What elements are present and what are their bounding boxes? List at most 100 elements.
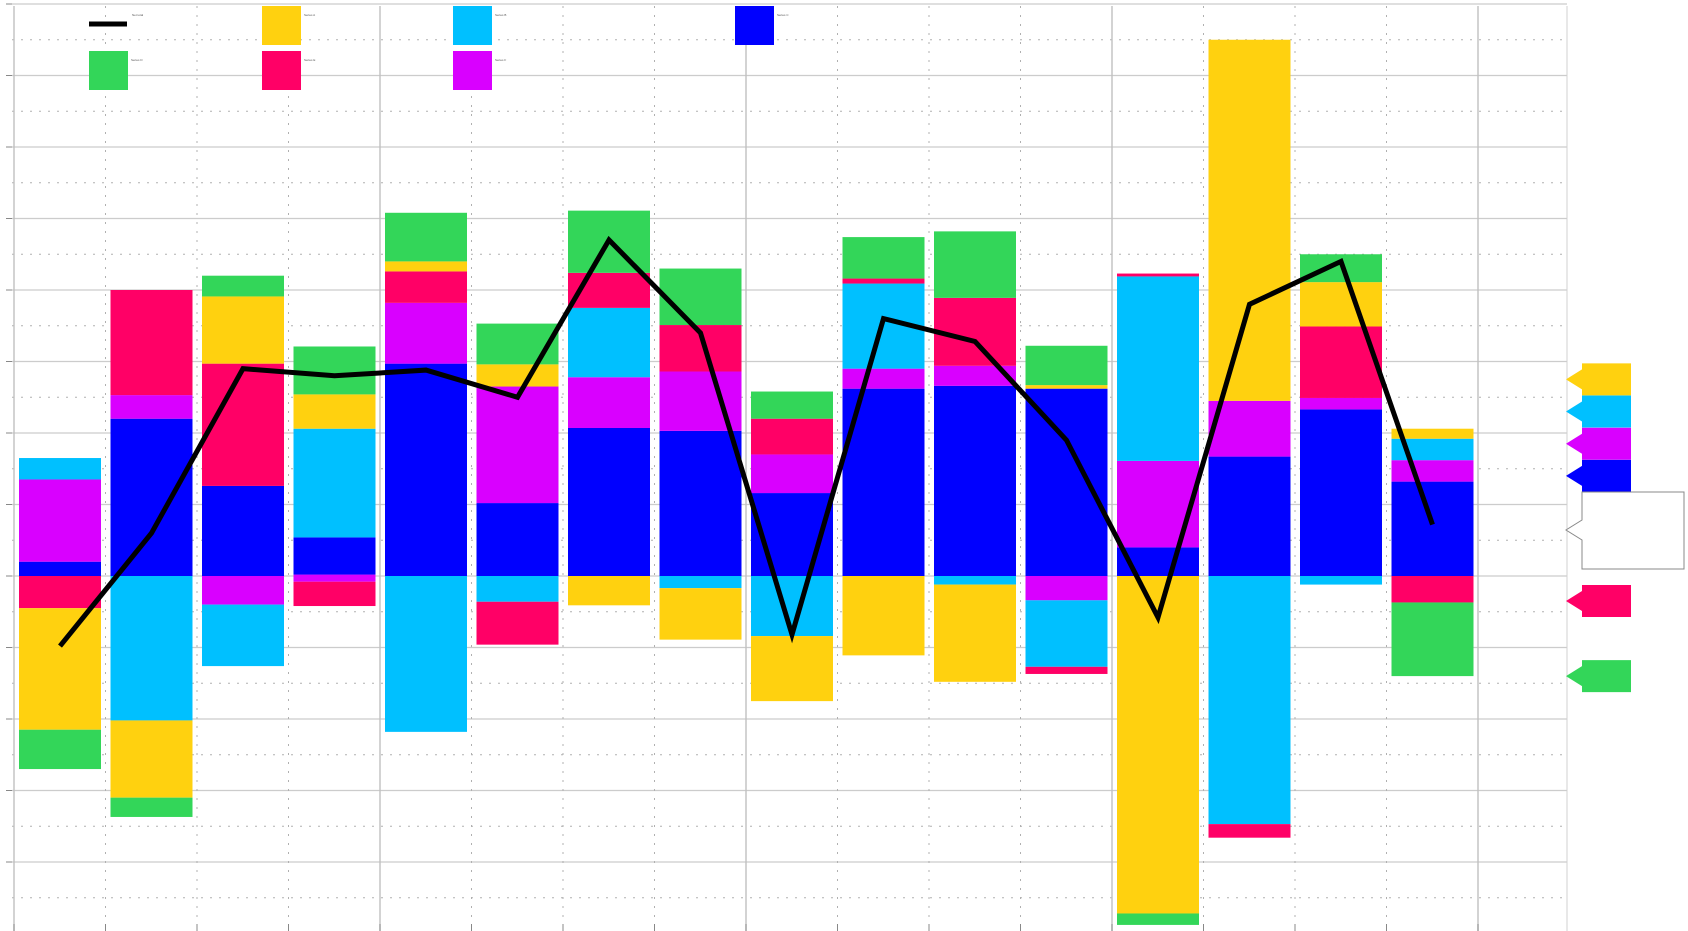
bar-segment [659, 576, 742, 589]
bar-segment [110, 418, 193, 576]
net-total-line [58, 235, 1435, 648]
bar-segment [476, 576, 559, 602]
bar-segment [19, 729, 101, 770]
bar-segment [751, 636, 833, 702]
legend-label: Net total [132, 13, 144, 17]
net-line-layer [58, 235, 1435, 648]
bar-segment [1208, 400, 1291, 457]
bar-segment [293, 581, 376, 607]
bar-segment [568, 377, 650, 428]
legend-label: Series F [495, 58, 506, 62]
bar-segment [19, 479, 101, 562]
bar-segment [1117, 913, 1199, 925]
bar-segment [385, 212, 467, 262]
bar-segment [1391, 576, 1474, 603]
bar-segment [934, 385, 1016, 576]
bar-segment [1300, 397, 1382, 410]
bar-segment [19, 608, 101, 730]
bar-segment [751, 418, 833, 455]
bar-segment [1300, 576, 1382, 585]
bar-segment [202, 275, 284, 297]
bar-segment [476, 364, 559, 387]
bar-segment [110, 290, 193, 396]
legend-label: Series B [495, 13, 506, 17]
legend-swatch [735, 6, 774, 45]
bar-segment [202, 296, 284, 364]
bar-segment [1391, 438, 1474, 461]
bar-segment [934, 584, 1016, 682]
bar-segment [568, 576, 650, 606]
bar-segment [19, 561, 101, 576]
bar-segment [1025, 385, 1108, 389]
bar-segment [476, 503, 559, 576]
bar-segment [1391, 481, 1474, 576]
bar-segment [110, 797, 193, 817]
bar-segment [293, 574, 376, 576]
bar-segment [1208, 39, 1291, 401]
bar-segment [385, 576, 467, 732]
bar-segment [293, 394, 376, 429]
legend-swatch [453, 51, 492, 90]
bar-segment [385, 302, 467, 364]
annotations [1566, 363, 1631, 693]
bar-segment [1117, 276, 1199, 461]
annotation-tag [1566, 395, 1631, 428]
bar-segment [1025, 345, 1108, 386]
bar-segment [293, 428, 376, 538]
tooltip-box [1565, 491, 1685, 570]
bar-segment [19, 576, 101, 609]
bar-segment [1025, 666, 1108, 674]
bar-segment [1025, 576, 1108, 601]
bar-segment [202, 604, 284, 667]
bar-segment [1391, 602, 1474, 677]
bar-segment [293, 576, 376, 582]
bar-segment [202, 363, 284, 486]
bar-segment [934, 297, 1016, 366]
bar-segment [202, 576, 284, 605]
bar-segment [110, 395, 193, 419]
bar-segment [659, 588, 742, 640]
bar-segment [476, 601, 559, 645]
annotation-tag [1566, 427, 1631, 460]
annotation-tag [1566, 363, 1631, 396]
bar-segment [1025, 600, 1108, 667]
bar-segment [659, 268, 742, 326]
bar-segment [1117, 576, 1199, 914]
legend-label: Series E [304, 58, 315, 62]
bar-segment [934, 365, 1016, 386]
annotation-tag [1566, 585, 1631, 618]
bar-segment [568, 427, 650, 576]
tooltip [1565, 491, 1685, 570]
bar-segment [842, 278, 925, 284]
bar-segment [1208, 824, 1291, 838]
legend-swatch [262, 51, 301, 90]
bar-segment [1208, 576, 1291, 825]
bar-segment [1208, 456, 1291, 576]
bar-segment [476, 386, 559, 504]
bar-segment [385, 363, 467, 576]
bar-segment [659, 430, 742, 576]
bar-segment [476, 323, 559, 365]
bar-segment [842, 368, 925, 389]
bar-segment [1300, 282, 1382, 327]
bar-segment [202, 485, 284, 576]
bar-segment [293, 537, 376, 575]
bar-segment [751, 391, 833, 419]
bar-segment [1300, 409, 1382, 576]
bar-segment [110, 720, 193, 798]
bar-segment [110, 576, 193, 721]
legend-label: Series C [777, 13, 789, 17]
bar-segment [293, 346, 376, 395]
legend-label: Series D [131, 58, 143, 62]
bar-segment [842, 576, 925, 656]
bar-segment [842, 237, 925, 279]
bar-segment [1025, 388, 1108, 576]
legend-swatch [89, 51, 128, 90]
legend: Net total Series A Series B Series C Series … [89, 6, 789, 90]
bar-segment [568, 307, 650, 378]
bars [19, 39, 1474, 925]
bar-segment [934, 576, 1016, 585]
bar-segment [1117, 273, 1199, 277]
bar-segment [751, 454, 833, 494]
